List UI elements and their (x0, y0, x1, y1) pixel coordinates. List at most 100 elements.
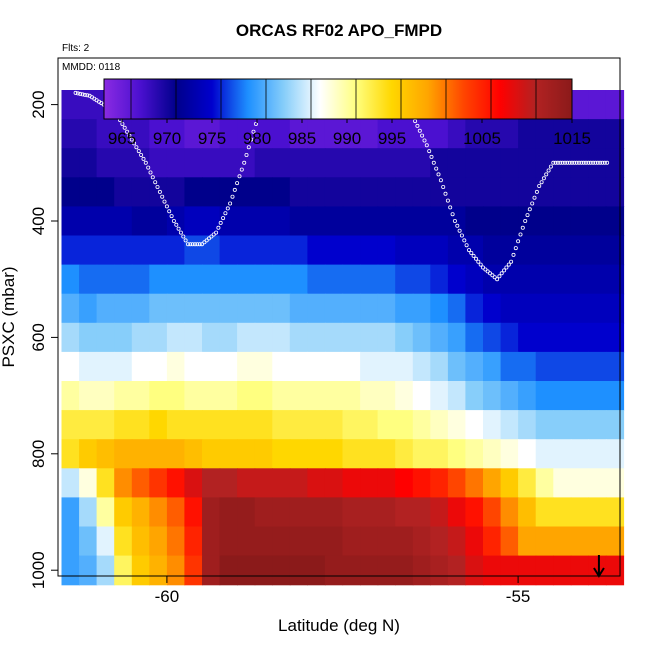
heatmap-cell (324, 148, 344, 178)
heatmap-cell (395, 206, 414, 237)
heatmap-cell (289, 235, 308, 266)
heatmap-cell (553, 497, 572, 528)
y-axis: 200 400 600 800 1000 (29, 90, 58, 589)
heatmap-cell (254, 293, 273, 324)
heatmap-cell (307, 410, 326, 440)
track-point (230, 194, 235, 199)
heatmap-cell (360, 148, 379, 178)
track-point (424, 143, 429, 148)
heatmap-cell (430, 410, 449, 440)
track-point (464, 243, 469, 248)
heatmap-cell (342, 526, 361, 557)
heatmap-cell (447, 293, 467, 324)
colorbar-gradient (103, 78, 573, 120)
heatmap-cell (237, 148, 256, 178)
heatmap-cell (518, 235, 537, 266)
heatmap-cell (570, 497, 589, 528)
heatmap-cell (395, 468, 414, 498)
heatmap-cell (535, 555, 554, 586)
heatmap-cell (202, 555, 221, 586)
heatmap-cell (166, 381, 186, 411)
heatmap-cell (131, 439, 150, 469)
heatmap-cell (219, 526, 238, 557)
heatmap-cell (324, 177, 344, 207)
heatmap-cell (395, 322, 414, 353)
heatmap-cell (430, 526, 449, 557)
heatmap-cell (570, 555, 589, 586)
heatmap-cell (202, 119, 221, 149)
heatmap-cell (289, 148, 308, 178)
heatmap-cell (395, 177, 414, 207)
track-point (532, 195, 537, 200)
x-axis: -60 -55 (155, 576, 530, 606)
heatmap-cell (184, 497, 203, 528)
heatmap-cell (79, 235, 98, 266)
track-point (204, 238, 209, 243)
heatmap-cell (324, 264, 344, 295)
colorbar-tick-label: 990 (333, 129, 361, 148)
heatmap-cell (605, 410, 625, 440)
track-point (157, 189, 162, 194)
heatmap-cell (79, 410, 98, 440)
heatmap-cell (588, 293, 607, 324)
heatmap-cell (166, 119, 186, 149)
heatmap-cell (131, 235, 150, 266)
heatmap-cell (184, 410, 203, 440)
heatmap-cell (131, 206, 150, 237)
track-point (225, 206, 230, 211)
heatmap-cell (184, 468, 203, 498)
heatmap-cell (324, 410, 344, 440)
heatmap-cell (96, 322, 115, 353)
heatmap-cell (96, 293, 115, 324)
heatmap-cell (412, 497, 431, 528)
heatmap-cell (237, 206, 256, 237)
heatmap-cell (272, 119, 291, 149)
heatmap-cell (166, 439, 186, 469)
heatmap-cell (588, 555, 607, 586)
heatmap-cell (272, 555, 291, 586)
heatmap-cell (289, 206, 308, 237)
heatmap-cell (96, 410, 115, 440)
heatmap-cell (412, 235, 431, 266)
heatmap-cell (307, 351, 326, 382)
heatmap-cell (61, 497, 80, 528)
heatmap-cell (395, 293, 414, 324)
heatmap-cell (570, 381, 589, 411)
heatmap-cell (588, 468, 607, 498)
heatmap-cell (342, 235, 361, 266)
heatmap-cell (395, 497, 414, 528)
heatmap-cell (219, 206, 238, 237)
heatmap-cell (184, 293, 203, 324)
track-point (176, 226, 181, 231)
heatmap-cell (447, 148, 467, 178)
track-point (534, 189, 539, 194)
heatmap-cell (605, 90, 625, 120)
heatmap-cell (79, 264, 98, 295)
heatmap-cell (465, 497, 484, 528)
heatmap-cell (430, 235, 449, 266)
heatmap-cell (114, 206, 133, 237)
heatmap-cell (289, 468, 308, 498)
heatmap-cell (553, 351, 572, 382)
heatmap-cell (149, 293, 168, 324)
heatmap-cell (79, 90, 98, 120)
track-point (595, 160, 600, 165)
heatmap-cell (184, 322, 203, 353)
heatmap-cell (377, 322, 396, 353)
track-point (448, 205, 453, 210)
heatmap-cell (412, 468, 431, 498)
track-point (188, 242, 193, 247)
heatmap-cell (149, 381, 168, 411)
heatmap-cell (412, 322, 431, 353)
track-point (443, 191, 448, 196)
heatmap-cell (500, 235, 519, 266)
track-point (459, 233, 464, 238)
heatmap-cell (184, 206, 203, 237)
heatmap-cell (500, 148, 519, 178)
heatmap-cell (254, 119, 273, 149)
track-point (431, 160, 436, 165)
heatmap-cell (272, 264, 291, 295)
heatmap-cell (430, 119, 449, 149)
heatmap-cell (61, 148, 80, 178)
heatmap-cell (377, 468, 396, 498)
